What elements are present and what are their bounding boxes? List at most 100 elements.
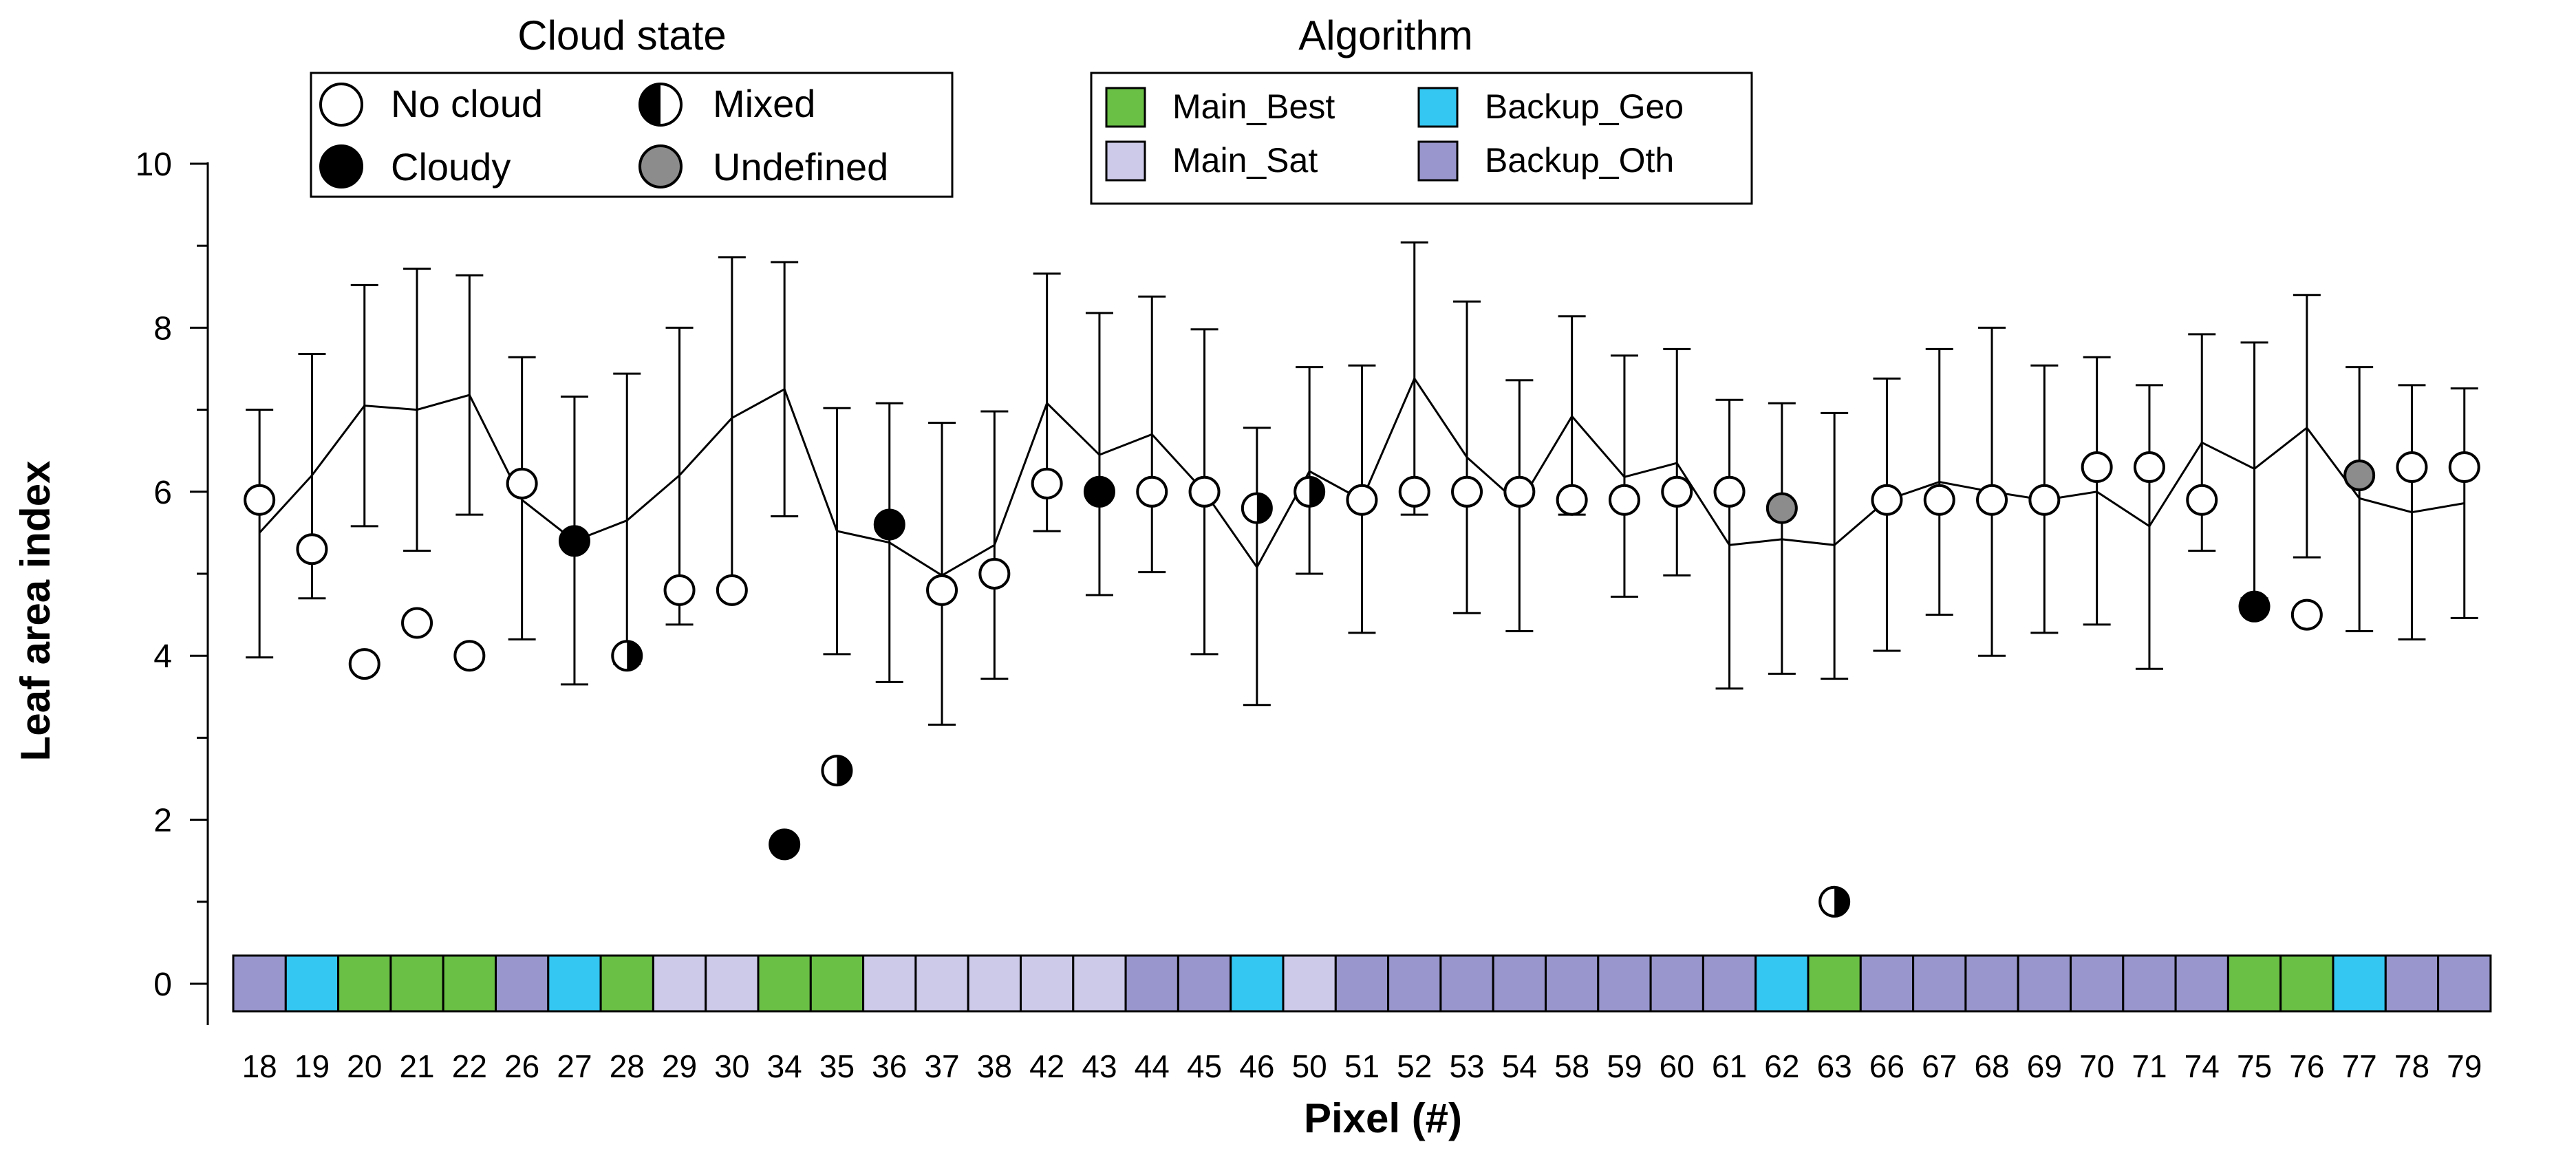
error-bar bbox=[2240, 341, 2268, 600]
data-point-no-cloud bbox=[2186, 484, 2218, 516]
x-tick-label: 51 bbox=[1344, 1048, 1380, 1084]
error-bar bbox=[246, 409, 274, 659]
error-bars bbox=[246, 241, 2478, 726]
x-axis-label: Pixel (#) bbox=[1304, 1095, 1462, 1141]
data-point-no-cloud bbox=[1136, 475, 1168, 508]
data-point-no-cloud bbox=[1503, 475, 1536, 508]
marker-circle bbox=[1556, 484, 1588, 516]
marker-circle bbox=[2186, 484, 2218, 516]
x-tick-label: 29 bbox=[662, 1048, 697, 1084]
algorithm-cell bbox=[232, 954, 287, 1013]
data-point-no-cloud bbox=[1451, 475, 1483, 508]
legend-cloud-box bbox=[310, 72, 954, 198]
x-tick-label: 77 bbox=[2342, 1048, 2377, 1084]
algorithm-cell bbox=[1334, 954, 1390, 1013]
data-point-undefined bbox=[1765, 492, 1798, 524]
marker-circle bbox=[558, 525, 590, 557]
legend-algorithm-title: Algorithm bbox=[1298, 12, 1472, 58]
legend-label-cloudy: Cloudy bbox=[391, 145, 511, 188]
data-point-no-cloud bbox=[978, 558, 1011, 590]
algorithm-cell bbox=[2174, 954, 2229, 1013]
marker-circle bbox=[1661, 475, 1693, 508]
x-tick-label: 79 bbox=[2447, 1048, 2482, 1084]
legend-item-no-cloud: No cloud bbox=[319, 82, 543, 127]
algorithm-cell bbox=[967, 954, 1022, 1013]
x-tick-label: 43 bbox=[1082, 1048, 1117, 1084]
data-point-mixed bbox=[821, 755, 853, 787]
algorithm-cell bbox=[1912, 954, 1967, 1013]
data-point-mixed bbox=[1241, 492, 1273, 524]
observation-markers bbox=[244, 451, 2480, 918]
x-tick-label: 75 bbox=[2237, 1048, 2272, 1084]
algorithm-cell bbox=[1859, 954, 1915, 1013]
legend-label-backup-geo: Backup_Geo bbox=[1485, 87, 1684, 126]
data-point-no-cloud bbox=[2028, 484, 2061, 516]
algorithm-cell bbox=[1702, 954, 1757, 1013]
marker-circle bbox=[1976, 484, 2008, 516]
x-tick-label: 42 bbox=[1029, 1048, 1064, 1084]
data-point-no-cloud bbox=[1556, 484, 1588, 516]
data-point-no-cloud bbox=[1713, 475, 1746, 508]
algorithm-cell bbox=[2332, 954, 2387, 1013]
data-point-no-cloud bbox=[1188, 475, 1221, 508]
x-tick-label: 34 bbox=[767, 1048, 802, 1084]
data-point-mixed bbox=[1294, 475, 1326, 508]
y-tick-label: 10 bbox=[136, 147, 172, 183]
x-tick-label: 76 bbox=[2289, 1048, 2324, 1084]
x-tick-label: 63 bbox=[1817, 1048, 1852, 1084]
marker-circle bbox=[2081, 451, 2113, 484]
data-point-no-cloud bbox=[348, 648, 380, 680]
marker-circle bbox=[1765, 492, 1798, 524]
marker-circle bbox=[1136, 475, 1168, 508]
algorithm-cell bbox=[1072, 954, 1127, 1013]
algorithm-cell bbox=[599, 954, 654, 1013]
x-tick-label: 68 bbox=[1974, 1048, 2009, 1084]
data-point-no-cloud bbox=[2396, 451, 2428, 484]
x-tick-label: 69 bbox=[2027, 1048, 2062, 1084]
algorithm-cell bbox=[2384, 954, 2440, 1013]
marker-circle bbox=[2290, 599, 2323, 631]
legend-item-undefined: Undefined bbox=[638, 144, 888, 188]
marker-circle bbox=[1451, 475, 1483, 508]
y-axis-label: Leaf area index bbox=[12, 461, 58, 762]
data-point-undefined bbox=[2343, 459, 2376, 491]
x-tick-label: 27 bbox=[557, 1048, 592, 1084]
marker-circle bbox=[1871, 484, 1903, 516]
data-point-cloudy bbox=[558, 525, 590, 557]
legend-label-no-cloud: No cloud bbox=[391, 82, 543, 125]
algorithm-cell bbox=[1230, 954, 1285, 1013]
data-point-no-cloud bbox=[1976, 484, 2008, 516]
algorithm-cell bbox=[862, 954, 917, 1013]
marker-circle bbox=[1031, 467, 1063, 499]
algorithm-cell bbox=[1964, 954, 2019, 1013]
algorithm-cell bbox=[705, 954, 760, 1013]
error-bar bbox=[613, 372, 641, 665]
data-point-no-cloud bbox=[716, 574, 748, 606]
legend-cloud-title: Cloud state bbox=[517, 12, 727, 58]
legend-item-backup-geo: Backup_Geo bbox=[1417, 87, 1684, 128]
legend-algorithm: Algorithm Main_Best Backup_Geo Main_Sat … bbox=[1090, 12, 1753, 205]
marker-circle bbox=[2343, 459, 2376, 491]
data-point-mixed bbox=[611, 640, 643, 672]
legend-label-main-sat: Main_Sat bbox=[1172, 141, 1318, 180]
algorithm-cell bbox=[757, 954, 812, 1013]
legend-item-mixed: Mixed bbox=[638, 82, 815, 127]
x-tick-label: 46 bbox=[1239, 1048, 1274, 1084]
y-tick-label: 4 bbox=[153, 638, 172, 675]
x-tick-label: 45 bbox=[1187, 1048, 1222, 1084]
marker-circle bbox=[453, 640, 486, 672]
algorithm-cell bbox=[1545, 954, 1600, 1013]
mixed-marker-half bbox=[640, 84, 661, 125]
algorithm-cell bbox=[2122, 954, 2177, 1013]
legend-item-main-best: Main_Best bbox=[1105, 87, 1335, 128]
marker-circle bbox=[296, 533, 328, 565]
algorithm-cell bbox=[547, 954, 602, 1013]
x-tick-label: 35 bbox=[819, 1048, 855, 1084]
x-tick-label: 52 bbox=[1397, 1048, 1432, 1084]
marker-circle bbox=[1188, 475, 1221, 508]
x-tick-labels: 18 19 20 21 22 26 27 28 29 30 34 35 36 37 38 42 43 44 45 46… bbox=[242, 1048, 2482, 1084]
marker-circle bbox=[1503, 475, 1536, 508]
x-tick-label: 18 bbox=[242, 1048, 277, 1084]
data-point-no-cloud bbox=[2081, 451, 2113, 484]
data-point-no-cloud bbox=[506, 467, 538, 499]
